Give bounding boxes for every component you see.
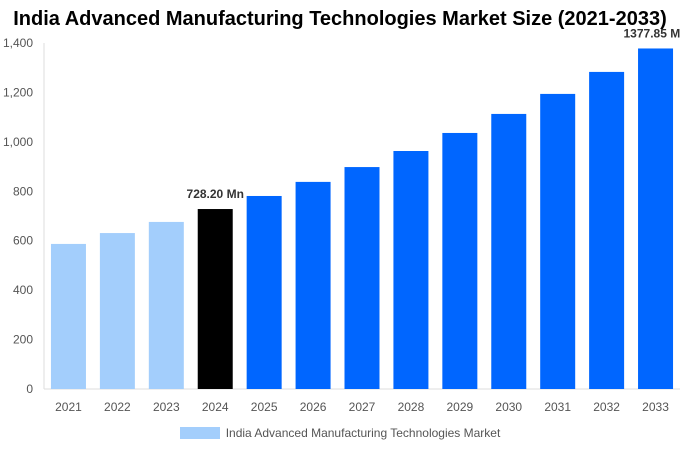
x-tick-label: 2027: [349, 400, 376, 414]
legend-label: India Advanced Manufacturing Technologie…: [225, 426, 501, 440]
y-tick-label: 1,400: [3, 36, 33, 50]
bar-2024: [197, 209, 233, 389]
bar-2029: [442, 132, 478, 389]
x-tick-label: 2021: [55, 400, 82, 414]
x-tick-label: 2033: [642, 400, 669, 414]
y-tick-label: 600: [13, 234, 33, 248]
bar-2021: [50, 243, 86, 389]
y-tick-label: 1,000: [3, 135, 33, 149]
y-tick-label: 0: [26, 382, 33, 396]
data-label: 1377.85 Mn: [624, 26, 680, 40]
legend-swatch: [179, 427, 220, 439]
bar-2028: [393, 151, 429, 389]
data-label: 728.20 Mn: [187, 187, 244, 201]
x-tick-label: 2031: [544, 400, 571, 414]
bar-2033: [638, 48, 674, 389]
y-tick-label: 800: [13, 184, 33, 198]
x-tick-label: 2030: [495, 400, 522, 414]
y-tick-label: 400: [13, 283, 33, 297]
y-tick-label: 1,200: [3, 85, 33, 99]
x-tick-label: 2023: [153, 400, 180, 414]
x-tick-label: 2024: [202, 400, 229, 414]
bar-2027: [344, 167, 380, 389]
bar-2023: [148, 221, 184, 389]
bar-2026: [295, 181, 331, 389]
x-tick-label: 2025: [251, 400, 278, 414]
x-tick-label: 2032: [593, 400, 620, 414]
bar-2032: [589, 71, 625, 389]
x-tick-label: 2022: [104, 400, 131, 414]
x-tick-label: 2029: [446, 400, 473, 414]
chart-title: India Advanced Manufacturing Technologie…: [13, 8, 667, 30]
bar-2025: [246, 195, 282, 389]
bar-2030: [491, 113, 527, 390]
x-tick-label: 2026: [300, 400, 327, 414]
y-tick-label: 200: [13, 333, 33, 347]
bar-2031: [540, 93, 576, 389]
bar-2022: [99, 233, 135, 389]
x-tick-label: 2028: [398, 400, 425, 414]
legend: India Advanced Manufacturing Technologie…: [0, 426, 680, 440]
